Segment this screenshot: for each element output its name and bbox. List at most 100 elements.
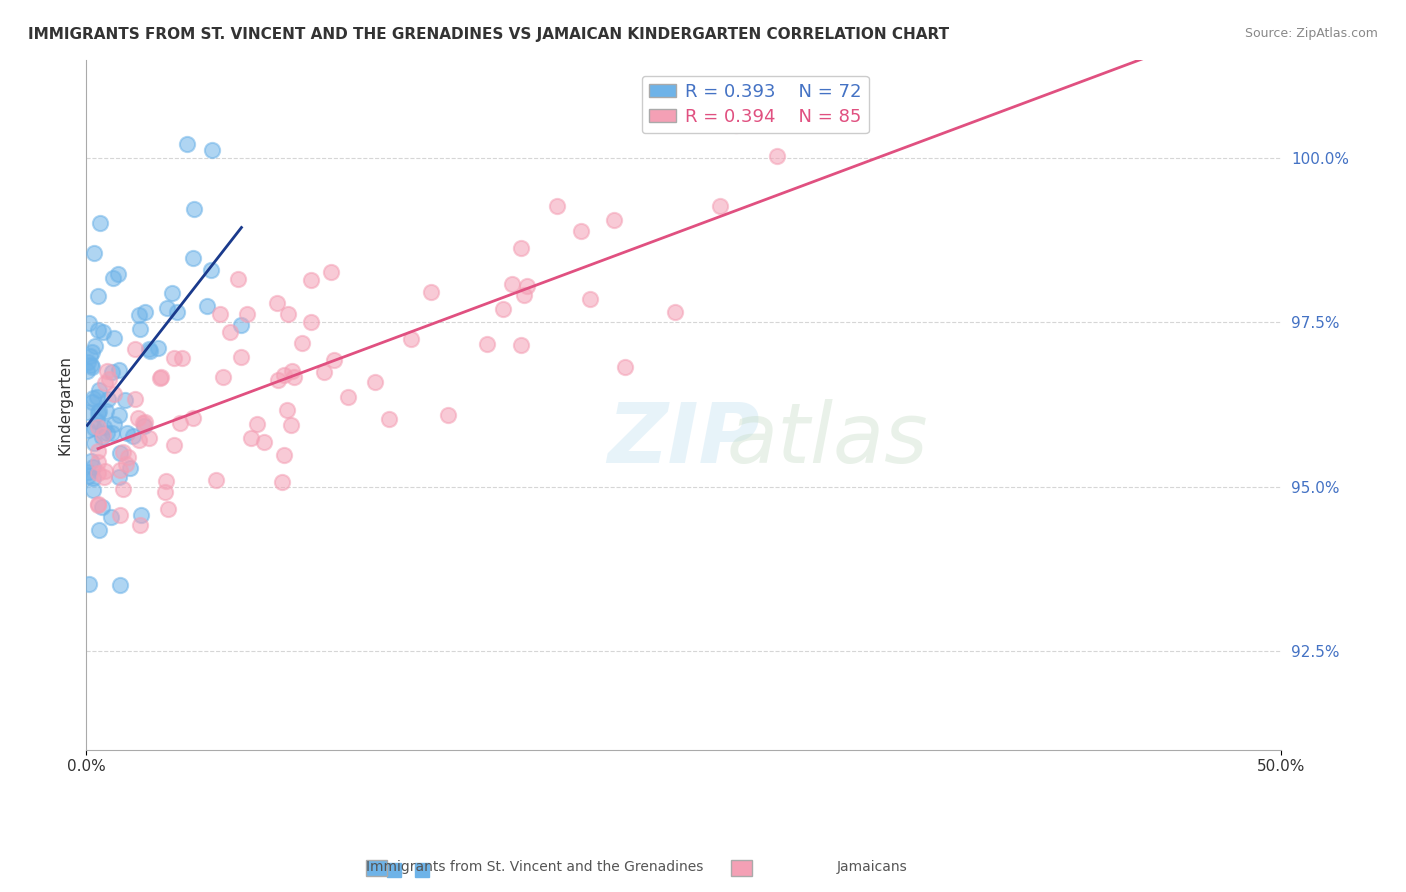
pink [163, 351, 186, 365]
blue [86, 390, 108, 404]
blue [79, 349, 101, 363]
blue [77, 316, 100, 330]
blue [103, 331, 125, 345]
pink [579, 293, 602, 307]
pink [111, 482, 134, 496]
pink [419, 285, 441, 300]
blue [183, 202, 205, 216]
blue [91, 325, 114, 339]
blue [87, 405, 110, 419]
blue [138, 342, 160, 356]
blue [87, 404, 110, 418]
pink [155, 484, 177, 499]
blue [108, 578, 131, 592]
blue [134, 418, 156, 433]
Text: Source: ZipAtlas.com: Source: ZipAtlas.com [1244, 27, 1378, 40]
blue [87, 289, 110, 303]
pink [614, 359, 637, 374]
pink [94, 464, 117, 478]
pink [277, 307, 299, 321]
pink [128, 434, 150, 448]
blue [107, 408, 129, 422]
pink [124, 392, 146, 406]
pink [98, 372, 121, 386]
blue [120, 461, 142, 475]
pink [87, 498, 110, 512]
pink [501, 277, 523, 291]
pink [510, 241, 533, 255]
pink [725, 118, 748, 132]
blue [96, 426, 118, 441]
blue [89, 216, 111, 230]
pink [87, 443, 110, 458]
pink [128, 518, 150, 533]
blue [146, 342, 169, 356]
Text: ZIP: ZIP [607, 399, 759, 480]
blue [117, 426, 139, 441]
blue [231, 318, 253, 332]
blue [83, 421, 105, 435]
pink [212, 369, 235, 384]
Y-axis label: Kindergarten: Kindergarten [58, 355, 72, 455]
blue [129, 508, 152, 522]
blue [195, 299, 218, 313]
pink [87, 420, 110, 434]
blue [128, 308, 150, 322]
pink [108, 462, 131, 476]
blue [80, 358, 103, 372]
pink [229, 351, 252, 365]
blue [82, 392, 104, 406]
pink [138, 431, 160, 445]
pink [273, 448, 295, 462]
pink [114, 457, 136, 471]
blue [160, 286, 183, 301]
pink [112, 445, 135, 459]
pink [546, 199, 568, 213]
pink [364, 375, 387, 389]
blue [90, 500, 112, 514]
blue [76, 468, 98, 483]
blue [97, 392, 120, 406]
blue [134, 304, 156, 318]
blue [83, 339, 105, 353]
pink [157, 501, 180, 516]
blue [77, 354, 100, 368]
pink [169, 416, 191, 430]
pink [299, 315, 322, 329]
pink [163, 437, 186, 451]
Text: IMMIGRANTS FROM ST. VINCENT AND THE GRENADINES VS JAMAICAN KINDERGARTEN CORRELAT: IMMIGRANTS FROM ST. VINCENT AND THE GREN… [28, 27, 949, 42]
blue [76, 364, 98, 378]
blue [93, 420, 115, 434]
blue [79, 576, 101, 591]
pink [87, 498, 110, 512]
pink [93, 470, 115, 484]
pink [276, 402, 298, 417]
pink [103, 386, 125, 401]
blue [77, 465, 100, 479]
pink [399, 332, 422, 346]
blue [82, 483, 104, 497]
pink [253, 434, 276, 449]
pink [150, 370, 173, 384]
Text: Immigrants from St. Vincent and the Grenadines: Immigrants from St. Vincent and the Gren… [366, 860, 703, 874]
blue [100, 510, 122, 524]
pink [337, 390, 360, 404]
pink [280, 418, 302, 433]
pink [266, 296, 288, 310]
blue [103, 417, 125, 431]
pink [516, 278, 538, 293]
blue [76, 423, 98, 437]
pink [283, 369, 305, 384]
blue [200, 263, 222, 277]
pink [603, 213, 626, 227]
blue [89, 523, 111, 537]
blue [114, 392, 136, 407]
pink [219, 325, 242, 339]
blue [128, 321, 150, 335]
pink [170, 351, 193, 366]
pink [569, 224, 592, 238]
pink [321, 264, 343, 278]
blue [107, 268, 129, 282]
blue [96, 404, 118, 418]
pink [149, 371, 172, 385]
